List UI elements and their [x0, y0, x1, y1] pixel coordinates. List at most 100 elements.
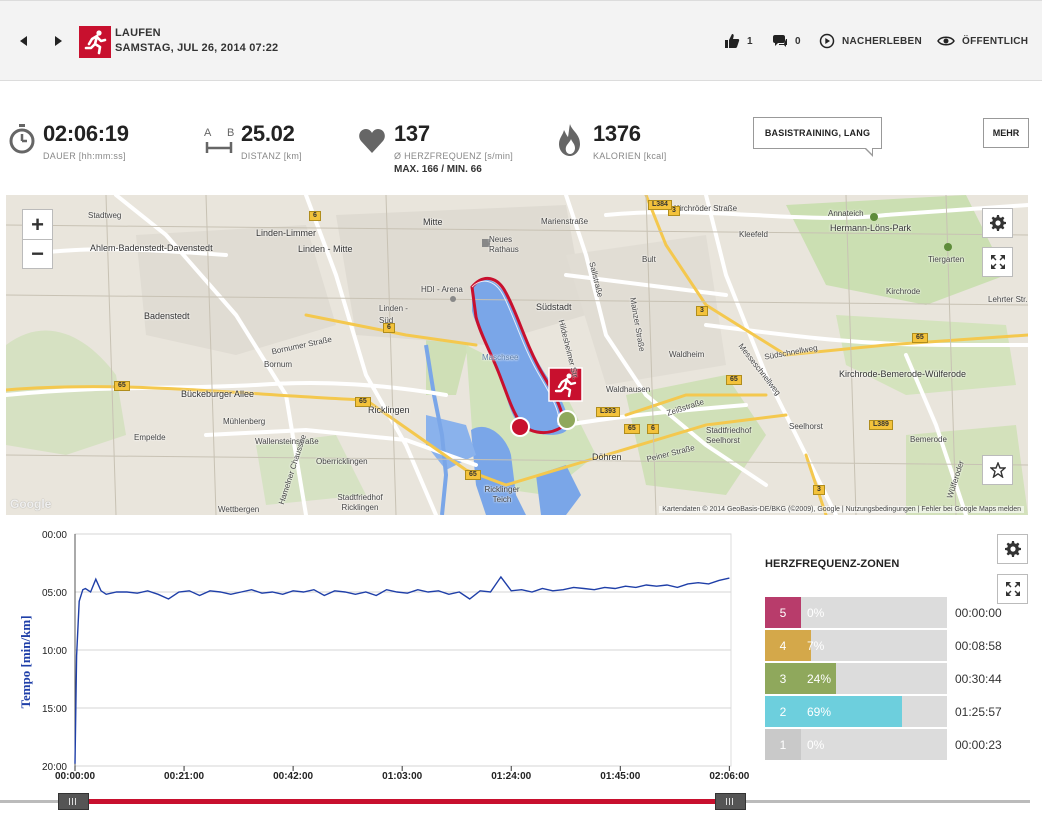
map-label: Linden - Mitte [298, 244, 353, 254]
road-shield: 6 [309, 211, 321, 221]
zone-number: 5 [765, 597, 801, 628]
map-fullscreen-button[interactable] [982, 247, 1013, 277]
map-label: Marienstraße [541, 217, 589, 226]
road-shield: L389 [869, 420, 893, 430]
road-shield: L384 [648, 200, 672, 210]
sport-title: LAUFEN [115, 27, 161, 39]
x-tick-label: 01:45:00 [600, 771, 640, 782]
map-label: Annateich [828, 209, 864, 218]
duration-label: DAUER [hh:mm:ss] [43, 151, 126, 161]
zone-fill-bar [801, 696, 902, 727]
road-shield: 65 [465, 470, 481, 480]
activity-header: LAUFEN SAMSTAG, JUL 26, 2014 07:22 1 0 N… [0, 0, 1042, 81]
map-label: Ricklinger Teich [484, 485, 520, 504]
calories-value: 1376 [593, 121, 641, 146]
x-tick-label: 00:00:00 [55, 771, 95, 782]
road-shield: 65 [114, 381, 130, 391]
map-label: Kleefeld [739, 230, 768, 239]
zone-duration: 00:00:23 [955, 737, 1002, 752]
relive-button[interactable]: NACHERLEBEN [819, 33, 922, 49]
road-shield: 3 [696, 306, 708, 316]
map-label: Döhren [592, 452, 622, 462]
road-shield: L393 [596, 407, 620, 417]
map-label: Maschsee [482, 353, 519, 362]
zone-number: 4 [765, 630, 801, 661]
activity-date: SAMSTAG, JUL 26, 2014 07:22 [115, 42, 279, 54]
road-shield: 6 [383, 323, 395, 333]
zone-duration: 01:25:57 [955, 704, 1002, 719]
zone-row[interactable]: 2 69% [765, 696, 947, 727]
distance-value: 25.02 [241, 121, 295, 146]
favorite-button[interactable] [982, 455, 1013, 485]
running-sport-badge [79, 26, 111, 58]
map-label: Empelde [134, 433, 166, 442]
runner-icon [84, 30, 107, 55]
map-label: Kirchrode [886, 287, 921, 296]
zone-fill-bar [801, 663, 837, 694]
map-label: HDI - Arena [421, 285, 463, 294]
zone-number: 1 [765, 729, 801, 760]
duration-value: 02:06:19 [43, 121, 129, 146]
heart-rate-value: 137 [394, 121, 430, 146]
more-button[interactable]: MEHR [983, 118, 1029, 148]
map-label: Hermann-Löns-Park [830, 223, 912, 233]
y-tick-label: 10:00 [42, 646, 67, 657]
previous-activity-button[interactable] [17, 34, 31, 48]
map-label: Badenstedt [144, 311, 190, 321]
like-count: 1 [747, 35, 753, 47]
map-label: Waldheim [669, 350, 705, 359]
like-button[interactable]: 1 [724, 33, 753, 49]
grip-icon [69, 798, 78, 805]
comment-icon [773, 35, 787, 47]
zone-row[interactable]: 4 7% [765, 630, 947, 661]
heart-rate-label: Ø HERZFREQUENZ [s/min] [394, 151, 514, 161]
y-tick-label: 20:00 [42, 762, 67, 773]
time-range-end-handle[interactable] [715, 793, 746, 810]
map-label: Neues Rathaus [489, 235, 519, 254]
map-settings-button[interactable] [982, 208, 1013, 238]
tempo-chart[interactable]: 00:00 05:00 10:00 15:00 20:00 00:00:00 00:21:… [0, 524, 750, 812]
map-label: Bult [642, 255, 656, 264]
map-label: Bornum [264, 360, 293, 369]
comment-button[interactable]: 0 [772, 33, 801, 49]
gear-icon [1004, 541, 1021, 557]
expand-icon [1005, 582, 1020, 596]
zone-number: 2 [765, 696, 801, 727]
road-shield: 65 [726, 375, 742, 385]
route-map[interactable]: + − Stadtweg Ahlem-Badenstedt-Davenstedt… [6, 195, 1028, 515]
x-tick-label: 01:03:00 [382, 771, 422, 782]
training-type-tag[interactable]: BASISTRAINING, LANG [753, 117, 882, 149]
chart-fullscreen-button[interactable] [997, 574, 1028, 604]
road-shield: 65 [355, 397, 371, 407]
map-label: Mitte [423, 217, 443, 227]
y-axis-label: Tempo [min/km] [18, 615, 33, 708]
map-label: Bückeburger Allee [181, 389, 255, 399]
grip-icon [726, 798, 735, 805]
distance-icon-letter-a: A [204, 127, 212, 139]
y-tick-label: 05:00 [42, 588, 67, 599]
zoom-in-button[interactable]: + [22, 209, 53, 239]
chart-settings-button[interactable] [997, 534, 1028, 564]
map-label: Linden - Süd [379, 304, 408, 325]
road-shield: 3 [668, 206, 680, 216]
map-label: Stadtfriedhof Ricklingen [337, 493, 383, 512]
time-range-start-handle[interactable] [58, 793, 89, 810]
zone-duration: 00:08:58 [955, 638, 1002, 653]
zone-row[interactable]: 1 0% [765, 729, 947, 760]
calories-label: KALORIEN [kcal] [593, 151, 667, 161]
visibility-label: ÖFFENTLICH [962, 35, 1029, 47]
zoom-out-button[interactable]: − [22, 239, 53, 269]
zone-row[interactable]: 5 0% [765, 597, 947, 628]
next-activity-button[interactable] [51, 34, 65, 48]
stopwatch-icon [9, 124, 35, 154]
map-label: Mühlenberg [223, 417, 266, 426]
tempo-chart-svg: 00:00 05:00 10:00 15:00 20:00 00:00:00 00:21:… [18, 530, 750, 782]
road-shield: 65 [624, 424, 640, 434]
relive-label: NACHERLEBEN [842, 35, 922, 47]
visibility-button[interactable]: ÖFFENTLICH [937, 33, 1028, 49]
zone-duration: 00:30:44 [955, 671, 1002, 686]
zone-row[interactable]: 3 24% [765, 663, 947, 694]
map-label: Ahlem-Badenstedt-Davenstedt [90, 243, 213, 253]
map-attribution[interactable]: Kartendaten © 2014 GeoBasis-DE/BKG (©200… [659, 506, 1024, 513]
play-circle-icon [819, 33, 835, 49]
